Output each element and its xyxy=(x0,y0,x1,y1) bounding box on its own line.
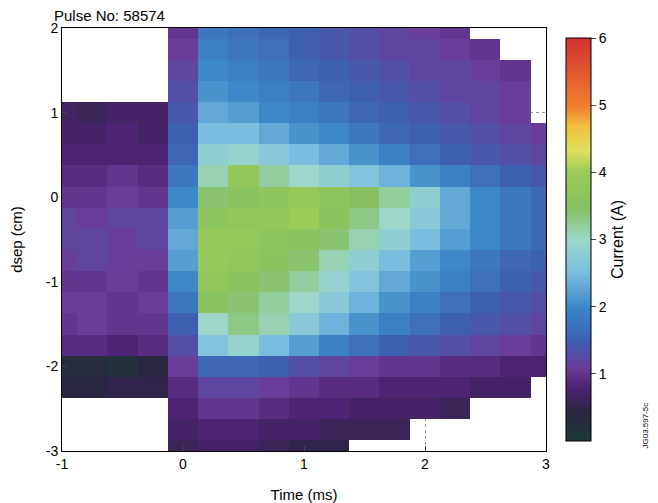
svg-text:3: 3 xyxy=(599,231,607,247)
svg-text:Pulse No: 58574: Pulse No: 58574 xyxy=(54,7,165,24)
svg-text:1: 1 xyxy=(599,366,607,382)
svg-text:Current (A): Current (A) xyxy=(609,200,626,279)
svg-text:-1: -1 xyxy=(56,456,69,472)
svg-text:JG03.597-5c: JG03.597-5c xyxy=(641,403,650,449)
svg-text:1: 1 xyxy=(300,456,308,472)
svg-text:-1: -1 xyxy=(46,274,59,290)
svg-text:Time (ms): Time (ms) xyxy=(271,486,338,503)
svg-text:0: 0 xyxy=(50,189,58,205)
svg-text:dsep (cm): dsep (cm) xyxy=(8,206,25,273)
svg-text:-3: -3 xyxy=(46,443,59,459)
svg-text:-2: -2 xyxy=(46,358,59,374)
svg-text:1: 1 xyxy=(50,105,58,121)
svg-text:3: 3 xyxy=(542,456,550,472)
svg-text:4: 4 xyxy=(599,164,607,180)
svg-text:6: 6 xyxy=(599,30,607,46)
svg-text:0: 0 xyxy=(179,456,187,472)
svg-text:2: 2 xyxy=(421,456,429,472)
svg-text:2: 2 xyxy=(50,20,58,36)
svg-text:2: 2 xyxy=(599,299,607,315)
svg-text:5: 5 xyxy=(599,97,607,113)
